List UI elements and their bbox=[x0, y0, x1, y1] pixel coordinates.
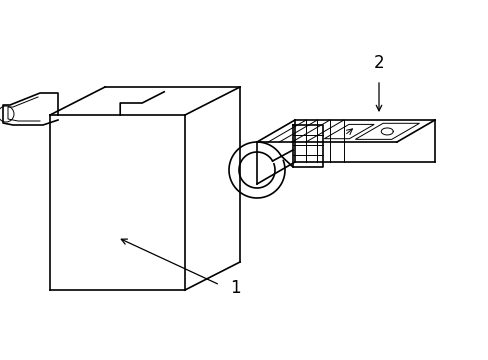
Text: 1: 1 bbox=[229, 279, 240, 297]
Text: 2: 2 bbox=[373, 54, 384, 72]
